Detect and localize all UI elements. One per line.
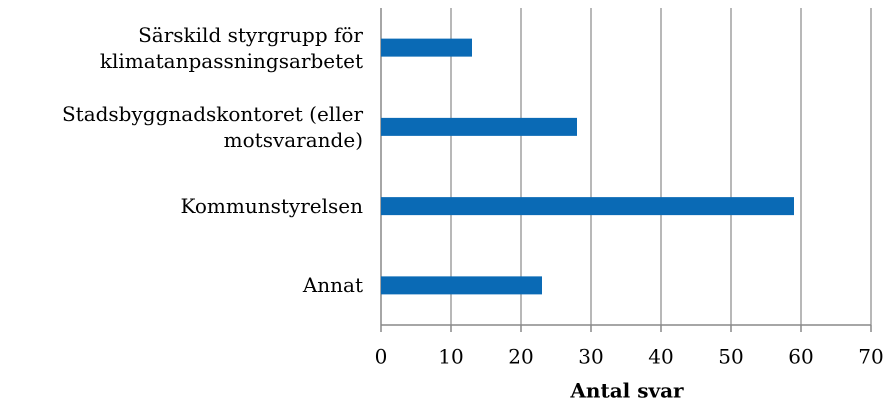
x-axis-title: Antal svar [569,379,684,403]
y-tick-label: Stadsbyggnadskontoret (eller motsvarande… [61,101,363,152]
x-tick-label: 10 [438,345,463,369]
y-tick-label: Särskild styrgrupp för klimatanpassnings… [99,22,363,73]
bar [381,117,577,136]
bar [381,276,542,295]
bar [381,197,794,216]
x-tick-label: 40 [648,345,673,369]
bar [381,38,472,57]
x-tick-label: 50 [718,345,743,369]
x-tick-label: 70 [858,345,883,369]
x-tick-label: 20 [508,345,533,369]
x-tick-label: 30 [578,345,603,369]
y-tick-label: Kommunstyrelsen [180,194,363,219]
y-tick-label: Annat [302,273,363,298]
x-tick-label: 0 [375,345,388,369]
x-tick-label: 60 [788,345,813,369]
